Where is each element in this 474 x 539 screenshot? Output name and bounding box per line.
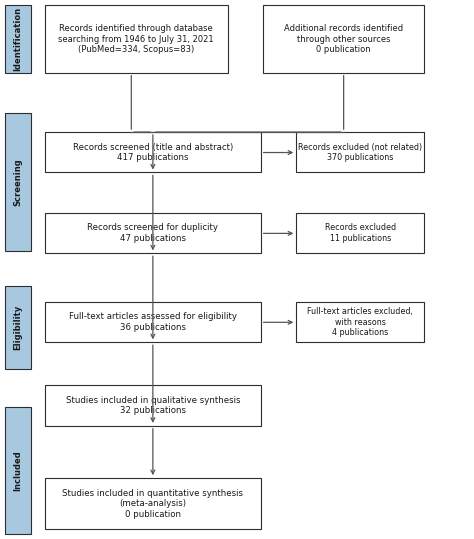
Text: Records identified through database
searching from 1946 to July 31, 2021
(PubMed: Records identified through database sear…: [58, 24, 214, 54]
FancyBboxPatch shape: [263, 5, 424, 73]
FancyBboxPatch shape: [45, 5, 228, 73]
Text: Studies included in quantitative synthesis
(meta-analysis)
0 publication: Studies included in quantitative synthes…: [63, 489, 243, 519]
FancyBboxPatch shape: [5, 113, 31, 251]
Text: Records excluded (not related)
370 publications: Records excluded (not related) 370 publi…: [298, 143, 422, 162]
FancyBboxPatch shape: [5, 286, 31, 369]
FancyBboxPatch shape: [5, 5, 31, 73]
Text: Screening: Screening: [13, 158, 22, 206]
Text: Included: Included: [13, 450, 22, 490]
FancyBboxPatch shape: [296, 213, 424, 253]
FancyBboxPatch shape: [45, 302, 261, 342]
Text: Additional records identified
through other sources
0 publication: Additional records identified through ot…: [284, 24, 403, 54]
FancyBboxPatch shape: [45, 132, 261, 172]
Text: Records excluded
11 publications: Records excluded 11 publications: [325, 224, 396, 243]
FancyBboxPatch shape: [45, 213, 261, 253]
Text: Full-text articles excluded,
with reasons
4 publications: Full-text articles excluded, with reason…: [307, 307, 413, 337]
FancyBboxPatch shape: [296, 302, 424, 342]
Text: Identification: Identification: [13, 7, 22, 71]
Text: Records screened (title and abstract)
417 publications: Records screened (title and abstract) 41…: [73, 143, 233, 162]
Text: Studies included in qualitative synthesis
32 publications: Studies included in qualitative synthesi…: [65, 396, 240, 415]
FancyBboxPatch shape: [5, 407, 31, 534]
Text: Eligibility: Eligibility: [13, 305, 22, 350]
Text: Records screened for duplicity
47 publications: Records screened for duplicity 47 public…: [87, 224, 219, 243]
FancyBboxPatch shape: [296, 132, 424, 172]
FancyBboxPatch shape: [45, 385, 261, 426]
FancyBboxPatch shape: [45, 478, 261, 529]
Text: Full-text articles assessed for eligibility
36 publications: Full-text articles assessed for eligibil…: [69, 313, 237, 331]
